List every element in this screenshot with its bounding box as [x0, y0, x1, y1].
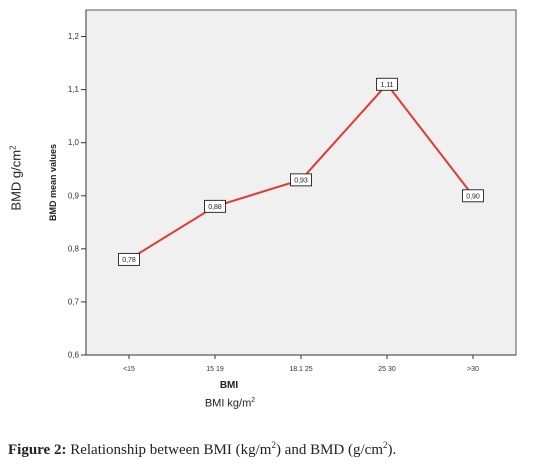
caption-text-3: ).: [387, 442, 397, 458]
caption-sup-1: 2: [271, 440, 276, 450]
data-label: 1,11: [380, 82, 393, 89]
y-tick-label: 1,1: [68, 85, 80, 94]
x-tick-label: 25 30: [378, 366, 396, 373]
outer-y-axis-label: BMD g/cm2: [8, 145, 23, 210]
data-point-marker: [290, 173, 312, 187]
data-point-marker: [376, 77, 398, 91]
data-label: 0,78: [122, 257, 136, 264]
caption-sup-2: 2: [383, 440, 388, 450]
x-tick-label: <15: [123, 366, 135, 373]
caption-text-2: ) and BMD (g/cm: [275, 442, 384, 458]
y-axis-title: BMD mean values: [48, 144, 58, 221]
caption-figure-number: Figure 2:: [8, 442, 67, 458]
data-point-marker: [462, 189, 484, 203]
outer-x-label-text: BMI kg/m: [204, 397, 252, 410]
x-tick-label: 15 19: [206, 366, 224, 373]
y-tick-label: 0,6: [68, 351, 80, 360]
data-label: 0,93: [294, 177, 308, 184]
y-tick-label: 0,8: [68, 244, 80, 253]
y-tick-label: 1,0: [68, 138, 80, 147]
x-axis-title: BMI: [220, 380, 239, 391]
data-point-marker: [204, 199, 226, 213]
x-tick-label: >30: [467, 366, 479, 373]
x-tick-label: 18.1 25: [289, 366, 312, 373]
y-tick-label: 0,7: [68, 297, 80, 306]
data-label: 0,88: [208, 204, 222, 211]
outer-x-axis-label: BMI kg/m2: [205, 397, 255, 410]
outer-y-label-sup: 2: [8, 145, 18, 150]
data-point-marker: [118, 252, 140, 266]
outer-y-label-text: BMD g/cm: [8, 149, 24, 211]
outer-x-label-sup: 2: [251, 397, 256, 404]
caption-text-1: Relationship between BMI (kg/m: [66, 442, 272, 458]
y-tick-label: 1,2: [68, 32, 80, 41]
figure-caption: Figure 2: Relationship between BMI (kg/m…: [8, 440, 396, 459]
data-label: 0,90: [466, 193, 480, 200]
y-tick-label: 0,9: [68, 191, 80, 200]
